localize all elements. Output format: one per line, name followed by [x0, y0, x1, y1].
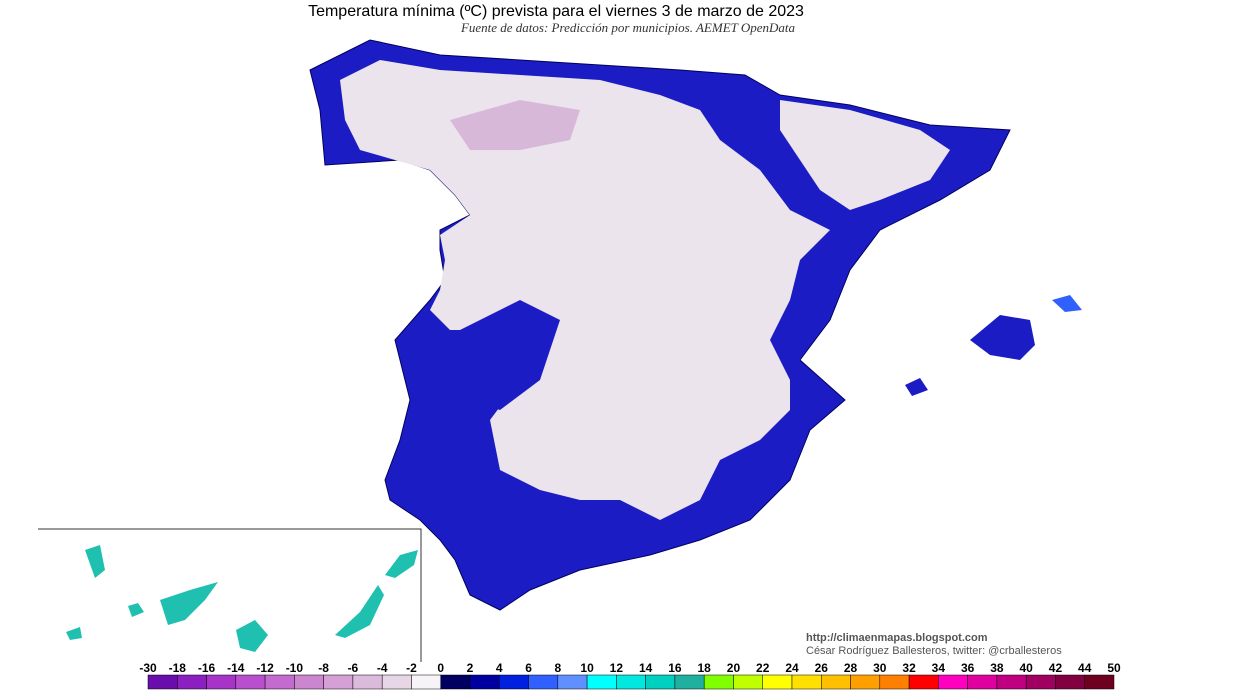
colorbar-label: 26 — [815, 661, 829, 675]
colorbar-bin — [616, 674, 646, 690]
credit: César Rodríguez Ballesteros, twitter: @c… — [806, 645, 1062, 657]
colorbar-bin — [703, 674, 734, 690]
colorbar-label: -30 — [139, 661, 157, 675]
colorbar-label: 28 — [844, 661, 858, 675]
colorbar-bin — [996, 674, 1027, 690]
colorbar-label: -10 — [286, 661, 304, 675]
colorbar-label: 14 — [639, 661, 653, 675]
peninsula — [309, 39, 1011, 611]
colorbar-bin — [440, 674, 471, 690]
colorbar-bin — [850, 674, 881, 690]
colorbar-label: 36 — [961, 661, 975, 675]
island — [1052, 295, 1082, 312]
island — [160, 582, 218, 625]
colorbar-bin — [352, 674, 383, 690]
colorbar-label: -16 — [198, 661, 216, 675]
colorbar-bin — [879, 674, 910, 690]
colorbar-label: 20 — [727, 661, 741, 675]
colorbar-bin — [938, 674, 968, 690]
title: Temperatura mínima (ºC) prevista para el… — [308, 3, 804, 20]
colorbar-label: -8 — [318, 661, 329, 675]
colorbar-bin — [645, 674, 676, 690]
canary-inset — [38, 528, 422, 662]
colorbar-label: 12 — [610, 661, 624, 675]
colorbar-label: 4 — [496, 661, 503, 675]
colorbar-label: 30 — [873, 661, 887, 675]
island — [970, 315, 1035, 360]
colorbar-bin — [908, 674, 939, 690]
colorbar-bin — [1025, 674, 1056, 690]
land-colder — [450, 100, 580, 150]
colorbar-label: 42 — [1049, 661, 1063, 675]
colorbar-label: 6 — [525, 661, 532, 675]
land-warm — [440, 300, 560, 410]
colorbar-bin — [791, 674, 822, 690]
colorbar-bin — [821, 674, 851, 690]
land-cold — [340, 60, 830, 520]
island — [236, 620, 268, 652]
colorbar-label: -12 — [256, 661, 274, 675]
inset-frame — [38, 528, 422, 662]
colorbar-bin — [967, 674, 998, 690]
colorbar-label: -6 — [348, 661, 359, 675]
colorbar-label: 10 — [580, 661, 594, 675]
colorbar-label: -14 — [227, 661, 245, 675]
colorbar: -30 -18 -16 -14 -12 -10 -8 -6 -4 -2 0 2 4 6 8 10 12 14 16 1… — [139, 661, 1121, 690]
island — [335, 585, 384, 638]
colorbar-label: 16 — [668, 661, 682, 675]
colorbar-bin — [528, 674, 559, 690]
colorbar-bin — [557, 674, 588, 690]
colorbar-label: 38 — [990, 661, 1004, 675]
colorbar-label: 50 — [1107, 661, 1121, 675]
colorbar-bin — [762, 674, 793, 690]
balearics — [905, 295, 1082, 396]
colorbar-label: 2 — [467, 661, 474, 675]
colorbar-bin — [586, 674, 617, 690]
island — [66, 627, 82, 640]
colorbar-bin — [177, 674, 207, 690]
credit: http://climaenmapas.blogspot.com — [806, 632, 988, 644]
colorbar-label: 8 — [554, 661, 561, 675]
colorbar-label: 22 — [756, 661, 770, 675]
colorbar-bin — [206, 674, 237, 690]
island — [385, 550, 418, 578]
subtitle: Fuente de datos: Predicción por municipi… — [460, 20, 796, 35]
colorbar-label: -18 — [169, 661, 187, 675]
island — [128, 603, 144, 617]
colorbar-bin — [411, 674, 441, 690]
colorbar-label: 44 — [1078, 661, 1092, 675]
colorbar-label: 0 — [437, 661, 444, 675]
colorbar-bin — [235, 674, 266, 690]
colorbar-label: -2 — [406, 661, 417, 675]
colorbar-bin — [1084, 674, 1115, 690]
colorbar-bin — [294, 674, 324, 690]
colorbar-bin — [674, 674, 705, 690]
colorbar-bin — [469, 674, 500, 690]
colorbar-label: 18 — [698, 661, 712, 675]
colorbar-label: -4 — [377, 661, 388, 675]
island — [85, 545, 105, 578]
island — [905, 378, 928, 396]
colorbar-bin — [1055, 674, 1085, 690]
colorbar-bin — [499, 674, 529, 690]
land-cold — [780, 100, 950, 210]
colorbar-label: 24 — [785, 661, 799, 675]
colorbar-bin — [381, 674, 412, 690]
colorbar-bin — [264, 674, 295, 690]
colorbar-label: 32 — [902, 661, 916, 675]
colorbar-bin — [733, 674, 763, 690]
colorbar-label: 34 — [932, 661, 946, 675]
colorbar-bin — [147, 674, 178, 690]
colorbar-label: 40 — [1020, 661, 1034, 675]
colorbar-bin — [323, 674, 354, 690]
